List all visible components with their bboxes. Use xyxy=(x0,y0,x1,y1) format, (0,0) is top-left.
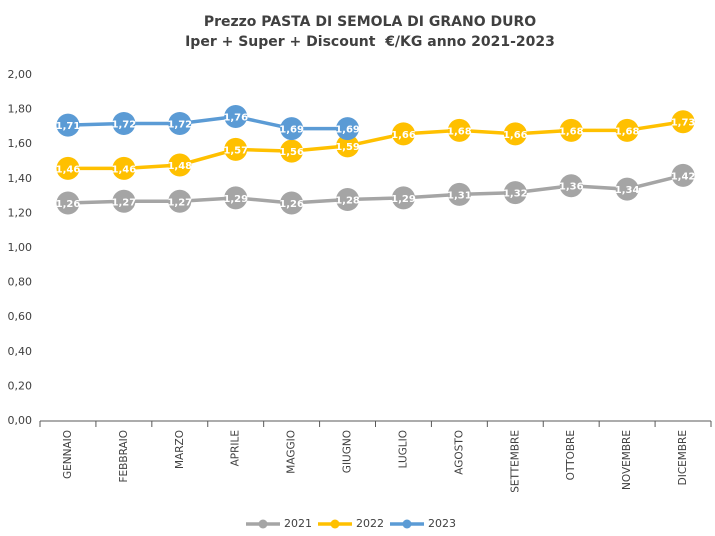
point xyxy=(559,174,583,198)
point xyxy=(56,191,80,215)
x-tick-label: DICEMBRE xyxy=(677,430,689,485)
point xyxy=(280,139,304,163)
legend-marker xyxy=(258,519,268,529)
point xyxy=(559,118,583,142)
legend-label: 2022 xyxy=(356,517,384,530)
data-label: 1,66 xyxy=(391,130,416,141)
y-tick-label: 0,80 xyxy=(8,276,33,289)
data-label: 1,27 xyxy=(167,197,192,208)
data-label: 1,46 xyxy=(56,164,81,175)
data-label: 1,71 xyxy=(56,121,81,132)
legend-marker xyxy=(330,519,340,529)
point xyxy=(447,118,471,142)
data-label: 1,29 xyxy=(391,194,416,205)
data-label: 1,42 xyxy=(671,171,696,182)
y-tick-label: 0,40 xyxy=(8,345,33,358)
point xyxy=(391,186,415,210)
data-label: 1,34 xyxy=(615,185,640,196)
point xyxy=(56,156,80,180)
point xyxy=(224,137,248,161)
point xyxy=(112,156,136,180)
point xyxy=(168,111,192,135)
point xyxy=(56,113,80,137)
x-tick-label: LUGLIO xyxy=(397,430,409,468)
point xyxy=(503,122,527,146)
data-label: 1,46 xyxy=(112,164,137,175)
point xyxy=(336,117,360,141)
point xyxy=(503,181,527,205)
data-label: 1,26 xyxy=(279,199,304,210)
point xyxy=(671,163,695,187)
chart-subtitle: Iper + Super + Discount €/KG anno 2021-2… xyxy=(185,34,555,50)
y-tick-label: 2,00 xyxy=(8,68,33,81)
x-tick-label: NOVEMBRE xyxy=(621,430,633,490)
data-label: 1,59 xyxy=(335,142,360,153)
point xyxy=(336,134,360,158)
legend-label: 2021 xyxy=(284,517,312,530)
data-label: 1,69 xyxy=(335,125,360,136)
x-tick-label: APRILE xyxy=(230,430,242,466)
data-label: 1,72 xyxy=(112,119,137,130)
y-tick-label: 1,60 xyxy=(8,137,33,150)
data-label: 1,72 xyxy=(167,119,192,130)
legend-marker xyxy=(402,519,412,529)
data-label: 1,68 xyxy=(447,126,472,137)
point xyxy=(280,117,304,141)
x-tick-label: SETTEMBRE xyxy=(509,430,521,493)
y-tick-label: 1,40 xyxy=(8,172,33,185)
data-label: 1,26 xyxy=(56,199,81,210)
x-tick-label: MAGGIO xyxy=(286,430,298,474)
point xyxy=(112,189,136,213)
y-tick-label: 0,20 xyxy=(8,379,33,392)
point xyxy=(336,188,360,212)
data-label: 1,68 xyxy=(615,126,640,137)
series-line xyxy=(67,119,684,171)
point xyxy=(112,111,136,135)
data-label: 1,32 xyxy=(503,189,528,200)
data-label: 1,29 xyxy=(223,194,248,205)
point xyxy=(447,182,471,206)
point xyxy=(391,122,415,146)
data-label: 1,68 xyxy=(559,126,584,137)
point xyxy=(168,153,192,177)
legend-label: 2023 xyxy=(428,517,456,530)
point xyxy=(280,191,304,215)
x-tick-label: OTTOBRE xyxy=(565,430,577,480)
data-label: 1,66 xyxy=(503,130,528,141)
point xyxy=(224,105,248,129)
y-tick-label: 0,60 xyxy=(8,310,33,323)
y-tick-label: 1,20 xyxy=(8,206,33,219)
data-label: 1,56 xyxy=(279,147,304,158)
point xyxy=(671,110,695,134)
data-label: 1,31 xyxy=(447,190,472,201)
x-tick-label: FEBBRAIO xyxy=(118,430,130,483)
chart-title: Prezzo PASTA DI SEMOLA DI GRANO DURO xyxy=(204,14,536,30)
data-label: 1,76 xyxy=(223,113,248,124)
data-label: 1,36 xyxy=(559,182,584,193)
y-tick-label: 1,00 xyxy=(8,241,33,254)
point xyxy=(168,189,192,213)
data-label: 1,73 xyxy=(671,118,696,129)
point xyxy=(615,177,639,201)
y-tick-label: 0,00 xyxy=(8,414,33,427)
data-label: 1,28 xyxy=(335,196,360,207)
point xyxy=(224,186,248,210)
data-label: 1,57 xyxy=(223,145,248,156)
data-label: 1,48 xyxy=(167,161,192,172)
data-label: 1,27 xyxy=(112,197,137,208)
y-tick-label: 1,80 xyxy=(8,103,33,116)
series-line xyxy=(67,114,348,131)
x-tick-label: GENNAIO xyxy=(62,430,74,479)
point xyxy=(615,118,639,142)
x-tick-label: AGOSTO xyxy=(453,430,465,475)
x-tick-label: MARZO xyxy=(174,430,186,469)
series-line xyxy=(67,173,684,205)
x-tick-label: GIUGNO xyxy=(342,430,354,473)
data-label: 1,69 xyxy=(279,125,304,136)
